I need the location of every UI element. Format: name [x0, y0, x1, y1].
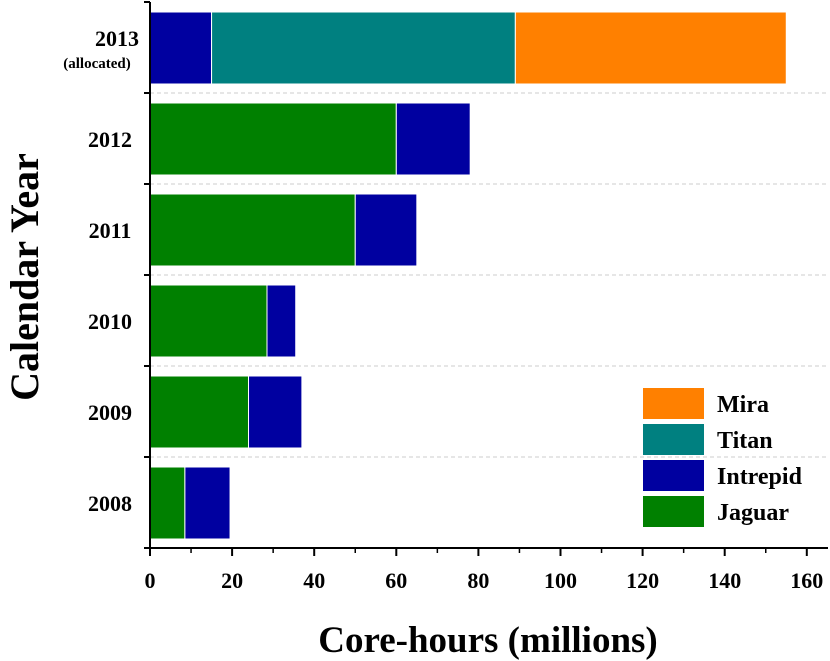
x-axis-title: Core-hours (millions) — [318, 620, 658, 661]
legend-label-titan: Titan — [717, 428, 773, 454]
x-tick-label: 120 — [626, 568, 659, 593]
legend-swatch-intrepid — [643, 460, 704, 491]
bar-intrepid-2011 — [354, 193, 418, 267]
gridlines — [150, 92, 826, 458]
bar-jaguar-2010 — [149, 284, 268, 358]
bar-titan-2013 — [211, 11, 516, 85]
y-category-label: 2013 — [95, 26, 139, 51]
legend-swatch-titan — [643, 424, 704, 455]
legend-label-jaguar: Jaguar — [717, 500, 789, 526]
bar-intrepid-2010 — [266, 284, 297, 358]
legend: Mira Titan Intrepid Jaguar — [643, 388, 803, 527]
x-tick-label: 140 — [708, 568, 741, 593]
legend-swatch-jaguar — [643, 496, 704, 527]
bars — [149, 11, 787, 540]
y-category-label: 2009 — [88, 400, 132, 425]
x-tick-label: 60 — [385, 568, 407, 593]
y-category-label: 2012 — [88, 127, 132, 152]
x-tick-label: 160 — [790, 568, 823, 593]
legend-label-mira: Mira — [717, 392, 769, 418]
axes — [144, 1, 828, 556]
bar-intrepid-2012 — [395, 102, 471, 176]
x-tick-labels: 0 20 40 60 80 100 120 140 160 — [145, 568, 824, 593]
bar-jaguar-2012 — [149, 102, 397, 176]
bar-mira-2013 — [514, 11, 787, 85]
y-axis-title: Calendar Year — [2, 153, 47, 401]
bar-jaguar-2009 — [149, 375, 250, 449]
y-category-label: 2008 — [88, 491, 132, 516]
x-tick-label: 80 — [467, 568, 489, 593]
x-tick-label: 20 — [221, 568, 243, 593]
y-category-sublabel: (allocated) — [63, 56, 130, 72]
y-category-label: 2010 — [88, 309, 132, 334]
x-tick-label: 40 — [303, 568, 325, 593]
legend-swatch-mira — [643, 388, 704, 419]
x-tick-label: 100 — [544, 568, 577, 593]
bar-intrepid-2008 — [184, 466, 231, 540]
y-category-labels: 2013 (allocated) 2012 2011 2010 2009 2008 — [63, 26, 139, 516]
bar-jaguar-2008 — [149, 466, 186, 540]
bar-intrepid-2013 — [149, 11, 213, 85]
x-tick-label: 0 — [145, 568, 156, 593]
legend-label-intrepid: Intrepid — [717, 464, 803, 490]
y-category-label: 2011 — [89, 218, 132, 243]
bar-jaguar-2011 — [149, 193, 356, 267]
bar-intrepid-2009 — [248, 375, 303, 449]
